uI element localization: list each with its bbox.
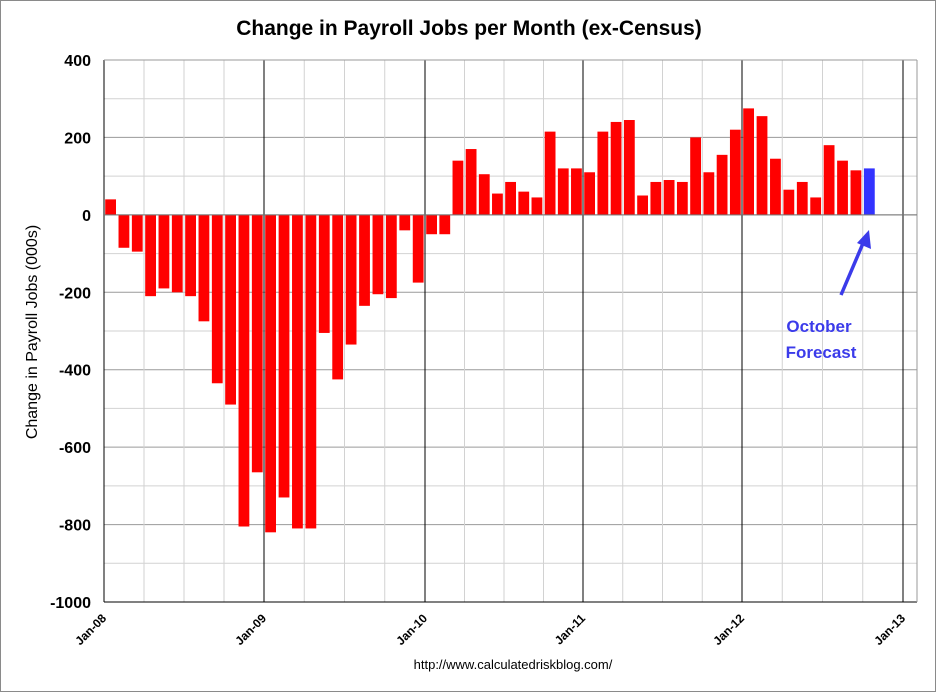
- x-tick-label: Jan-12: [710, 611, 747, 648]
- y-tick-label: -200: [59, 285, 91, 302]
- bar-actual: [584, 172, 595, 215]
- bar-actual: [478, 174, 490, 215]
- bar-actual: [650, 181, 662, 215]
- bar-actual: [345, 214, 357, 345]
- y-axis-label: Change in Payroll Jobs (000s): [24, 225, 41, 439]
- bar-actual: [385, 214, 397, 299]
- axes: [103, 59, 918, 603]
- bar-actual: [783, 189, 795, 215]
- bar-actual: [305, 214, 317, 529]
- bar-actual: [225, 214, 236, 405]
- source-credit: http://www.calculatedriskblog.com/: [414, 657, 613, 672]
- bar-actual: [770, 158, 781, 215]
- bar-actual: [557, 168, 569, 215]
- bar-actual: [198, 214, 210, 322]
- bar-actual: [158, 214, 170, 289]
- bar-actual: [211, 214, 223, 384]
- forecast-annotation: October Forecast: [786, 230, 871, 362]
- x-tick-labels: Jan-08 Jan-09 Jan-10 Jan-11 Jan-12 Jan-13: [72, 611, 908, 648]
- bar-actual: [531, 197, 543, 215]
- x-tick-label: Jan-11: [552, 611, 589, 648]
- x-tick-label: Jan-13: [871, 611, 908, 648]
- bar-actual: [850, 170, 862, 215]
- bar-actual: [756, 116, 768, 215]
- y-tick-label: -600: [59, 440, 91, 457]
- bar-actual: [145, 214, 156, 297]
- y-tick-label: 0: [82, 208, 91, 225]
- bar-actual: [412, 214, 424, 283]
- bar-actual: [278, 214, 290, 498]
- bar-actual: [796, 181, 808, 215]
- bars: [105, 108, 875, 533]
- bar-actual: [623, 120, 635, 215]
- bar-actual: [265, 214, 276, 533]
- x-tick-label: Jan-10: [393, 611, 430, 648]
- bar-actual: [637, 195, 648, 215]
- annotation-line2: Forecast: [786, 343, 857, 362]
- x-tick-label: Jan-08: [72, 611, 109, 648]
- bar-actual: [292, 214, 303, 529]
- bar-actual: [597, 131, 609, 215]
- bar-actual: [518, 191, 530, 215]
- bar-actual: [359, 214, 370, 306]
- bar-actual: [610, 121, 622, 215]
- bar-actual: [131, 214, 143, 252]
- bar-actual: [837, 160, 848, 215]
- bar-actual: [465, 149, 477, 215]
- bar-actual: [452, 160, 464, 215]
- bar-actual: [716, 154, 728, 215]
- bar-actual: [676, 181, 688, 215]
- bar-actual: [332, 214, 344, 380]
- bar-actual: [399, 214, 411, 231]
- chart-title: Change in Payroll Jobs per Month (ex-Cen…: [236, 17, 702, 40]
- bar-actual: [729, 129, 741, 215]
- bar-actual: [118, 214, 130, 248]
- bar-actual: [810, 197, 822, 215]
- y-tick-label: -400: [59, 363, 91, 380]
- forecast-arrow: [839, 240, 866, 296]
- bar-actual: [544, 131, 556, 215]
- y-tick-labels: 400 200 0 -200 -400 -600 -800 -1000: [50, 53, 91, 612]
- bar-actual: [492, 193, 503, 215]
- bar-actual: [703, 172, 715, 215]
- bar-actual: [439, 214, 451, 235]
- bar-actual: [238, 214, 250, 527]
- bar-actual: [318, 214, 330, 333]
- y-tick-label: 400: [64, 53, 91, 70]
- bar-actual: [185, 214, 196, 297]
- bar-actual: [105, 199, 116, 215]
- y-tick-label: 200: [64, 130, 91, 147]
- bar-actual: [743, 108, 754, 215]
- bar-actual: [663, 180, 675, 215]
- bar-actual: [426, 214, 437, 235]
- y-tick-label: -1000: [50, 595, 91, 612]
- bar-actual: [171, 214, 183, 293]
- annotation-line1: October: [786, 317, 852, 336]
- bar-actual: [690, 137, 701, 215]
- forecast-arrowhead: [857, 230, 871, 249]
- bar-actual: [251, 214, 263, 473]
- bar-actual: [571, 168, 582, 215]
- bar-forecast: [863, 168, 875, 215]
- bar-actual: [823, 145, 835, 215]
- bar-actual: [505, 181, 516, 215]
- x-tick-label: Jan-09: [232, 611, 269, 648]
- y-tick-label: -800: [59, 518, 91, 535]
- bar-actual: [372, 214, 384, 295]
